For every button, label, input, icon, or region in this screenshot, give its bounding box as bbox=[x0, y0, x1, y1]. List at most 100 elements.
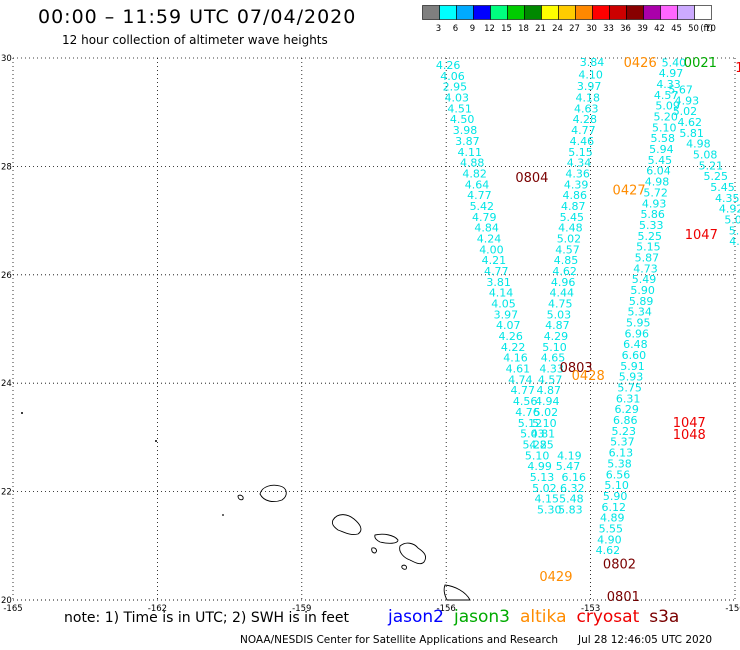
wave-height-values: 4.264.062.954.034.514.503.983.874.114.88… bbox=[436, 56, 740, 557]
pass-time-label: 1046 bbox=[735, 61, 740, 76]
wave-height-label: 5.95 bbox=[626, 316, 651, 329]
wave-height-label: 6.56 bbox=[606, 468, 631, 481]
wave-height-label: 5.08 bbox=[693, 148, 718, 161]
colorbar-tick-label: 12 bbox=[484, 24, 495, 33]
wave-height-label: 4.65 bbox=[541, 352, 566, 365]
wave-height-label: 4.98 bbox=[686, 138, 711, 151]
wave-height-label: 4.26 bbox=[498, 330, 523, 343]
wave-height-label: 4.99 bbox=[527, 460, 552, 473]
island-kahoolawe bbox=[401, 564, 407, 570]
pass-time-label: 0803 bbox=[560, 361, 593, 376]
wave-height-label: 5.47 bbox=[556, 460, 581, 473]
wave-height-label: 5.48 bbox=[559, 493, 584, 506]
wave-height-label: 6.96 bbox=[625, 327, 650, 340]
wave-height-label: 5.42 bbox=[470, 200, 495, 213]
wave-height-label: 4.62 bbox=[552, 265, 577, 278]
wave-height-label: 3.84 bbox=[580, 56, 605, 69]
x-tick-label: -165 bbox=[3, 604, 22, 614]
colorbar-tick-label: 6 bbox=[453, 24, 458, 33]
generated-timestamp: Jul 28 12:46:05 UTC 2020 bbox=[578, 634, 713, 646]
colorbar-tick-label: 45 bbox=[671, 24, 682, 33]
wave-height-label: 3.87 bbox=[455, 135, 480, 148]
wave-height-label: 5.34 bbox=[627, 306, 652, 319]
wave-height-label: 5.49 bbox=[632, 273, 657, 286]
wave-height-label: 4.07 bbox=[496, 319, 521, 332]
wave-height-label: 5.87 bbox=[635, 251, 660, 264]
colorbar-tick-label: 9 bbox=[470, 24, 475, 33]
wave-height-label: 5.83 bbox=[558, 503, 583, 516]
pass-time-label: 1048 bbox=[673, 428, 706, 443]
wave-height-label: 5.02 bbox=[532, 482, 557, 495]
satellite-legend-item: cryosat bbox=[576, 607, 640, 627]
wave-height-label: 4.77 bbox=[571, 124, 596, 137]
wave-height-label: 3.98 bbox=[453, 124, 478, 137]
wave-height-label: 5.90 bbox=[630, 284, 655, 297]
wave-height-label: 5.09 bbox=[655, 100, 680, 113]
colorbar-tick-label: 21 bbox=[535, 24, 546, 33]
satellite-legend-item: s3a bbox=[649, 607, 680, 627]
wave-height-label: 4.76 bbox=[515, 406, 540, 419]
wave-height-label: 6.31 bbox=[616, 392, 641, 405]
island-dot bbox=[155, 440, 157, 442]
wave-height-label: 3.97 bbox=[577, 80, 602, 93]
colorbar-swatch bbox=[694, 5, 712, 20]
wave-height-label: 5.25 bbox=[638, 230, 663, 243]
pass-time-label: 0428 bbox=[572, 369, 605, 384]
wave-height-label: 4.15 bbox=[535, 493, 560, 506]
wave-height-label: 4.84 bbox=[474, 222, 499, 235]
wave-height-label: 5.10 bbox=[604, 479, 629, 492]
y-tick-label: 22 bbox=[1, 488, 12, 498]
map-subtitle: 12 hour collection of altimeter wave hei… bbox=[62, 33, 328, 47]
wave-height-label: 4.50 bbox=[450, 113, 475, 126]
y-tick-label: 30 bbox=[1, 54, 12, 64]
y-tick-label: 26 bbox=[1, 271, 12, 281]
wave-height-label: 4.00 bbox=[479, 243, 504, 256]
credit-line: NOAA/NESDIS Center for Satellite Applica… bbox=[240, 634, 558, 646]
wave-height-label: 5.86 bbox=[640, 208, 665, 221]
wave-height-label: 4.64 bbox=[465, 178, 490, 191]
wave-height-label: 4.73 bbox=[633, 262, 658, 275]
colorbar-tick-label: 70 bbox=[705, 24, 716, 33]
wave-height-label: 4.46 bbox=[570, 135, 595, 148]
wave-height-label: 4.19 bbox=[557, 449, 582, 462]
island-hawaii bbox=[443, 584, 471, 601]
wave-height-label: 4.10 bbox=[578, 68, 603, 81]
wave-height-label: 5.67 bbox=[668, 83, 693, 96]
wave-height-label: 4.98 bbox=[645, 176, 670, 189]
wave-height-label: 5.94 bbox=[649, 143, 674, 156]
wave-height-label: 4.57 bbox=[538, 373, 563, 386]
wave-height-label: 4.11 bbox=[458, 146, 483, 159]
x-tick-label: -159 bbox=[292, 604, 311, 614]
island-niihau bbox=[237, 494, 244, 501]
wave-height-label: 4.05 bbox=[491, 298, 516, 311]
wave-height-label: 5.45 bbox=[648, 154, 673, 167]
wave-height-label: 5.10 bbox=[652, 121, 677, 134]
island-kauai bbox=[259, 484, 287, 502]
colorbar-tick-label: 36 bbox=[620, 24, 631, 33]
wave-height-label: 6.86 bbox=[613, 414, 638, 427]
wave-height-label: 6.60 bbox=[622, 349, 647, 362]
wave-height-label: 4.06 bbox=[440, 70, 465, 83]
island-dot bbox=[21, 412, 23, 414]
wave-height-label: 4.57 bbox=[555, 243, 580, 256]
wave-height-label: 5.02 bbox=[534, 406, 559, 419]
wave-height-label: 3.97 bbox=[494, 308, 519, 321]
wave-height-label: 4.56 bbox=[513, 395, 538, 408]
wave-height-label: 4.34 bbox=[567, 157, 592, 170]
wave-height-label: 5.03 bbox=[547, 308, 572, 321]
wave-height-label: 4.21 bbox=[482, 254, 507, 267]
colorbar-tick-label: 24 bbox=[552, 24, 563, 33]
wave-height-label: 4.29 bbox=[544, 330, 569, 343]
wave-height-label: 4. bbox=[729, 235, 740, 248]
wave-height-label: 4.74 bbox=[508, 373, 533, 386]
wave-height-label: 4.87 bbox=[545, 319, 570, 332]
wave-height-label: 5.72 bbox=[643, 186, 668, 199]
y-tick-label: 24 bbox=[1, 379, 12, 389]
wave-height-label: 4.44 bbox=[549, 287, 574, 300]
wave-height-label: 5.30 bbox=[537, 503, 562, 516]
wave-height-label: 4.81 bbox=[531, 428, 556, 441]
color-scale-legend: 3 6 9 12 15 18 21 24 27 30 33 36 39 42 45 50 70(ft) bbox=[422, 5, 716, 33]
wave-height-label: 4.22 bbox=[501, 341, 526, 354]
wave-height-label: 5.25 bbox=[703, 170, 728, 183]
wave-height-label: 4.18 bbox=[575, 92, 600, 105]
